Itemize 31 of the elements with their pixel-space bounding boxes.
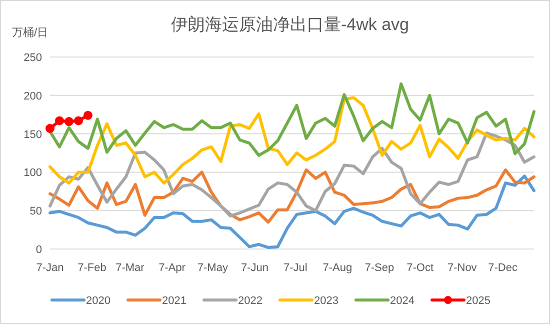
legend-label: 2020 [86, 295, 110, 307]
x-tick-label: 7-Aug [322, 262, 352, 274]
y-axis-title: 万桶/日 [12, 27, 48, 39]
y-tick-label: 200 [24, 90, 42, 102]
y-tick-label: 250 [24, 52, 42, 64]
legend-label: 2025 [466, 295, 490, 307]
y-tick-label: 50 [30, 206, 42, 218]
y-tick-label: 100 [24, 167, 42, 180]
x-tick-label: 7-Jun [240, 262, 268, 274]
point [83, 110, 92, 120]
x-tick-label: 7-Jul [283, 262, 308, 274]
point [64, 117, 74, 126]
legend-label: 2022 [238, 295, 262, 307]
x-tick-label: 7-Feb [78, 262, 106, 274]
x-tick-label: 7-Dec [488, 262, 518, 274]
x-tick-label: 7-Nov [447, 262, 478, 274]
legend-label: 2023 [314, 295, 338, 307]
x-tick-label: 7-Sep [364, 262, 394, 274]
x-tick-label: 7-Oct [406, 262, 434, 274]
point [74, 116, 83, 126]
legend-label: 2024 [390, 295, 414, 307]
chart-title: 伊朗海运原油净出口量-4wk avg [170, 15, 410, 34]
y-tick-label: 150 [24, 128, 42, 141]
x-tick-label: 7-Mar [116, 262, 145, 274]
x-tick-label: 7-May [197, 262, 228, 274]
x-tick-label: 7-Jan [36, 262, 64, 274]
point [54, 116, 64, 126]
y-tick-label: 0 [36, 244, 42, 256]
point [46, 124, 54, 133]
x-tick-label: 7-Apr [158, 262, 186, 274]
legend-label: 2021 [162, 295, 186, 307]
